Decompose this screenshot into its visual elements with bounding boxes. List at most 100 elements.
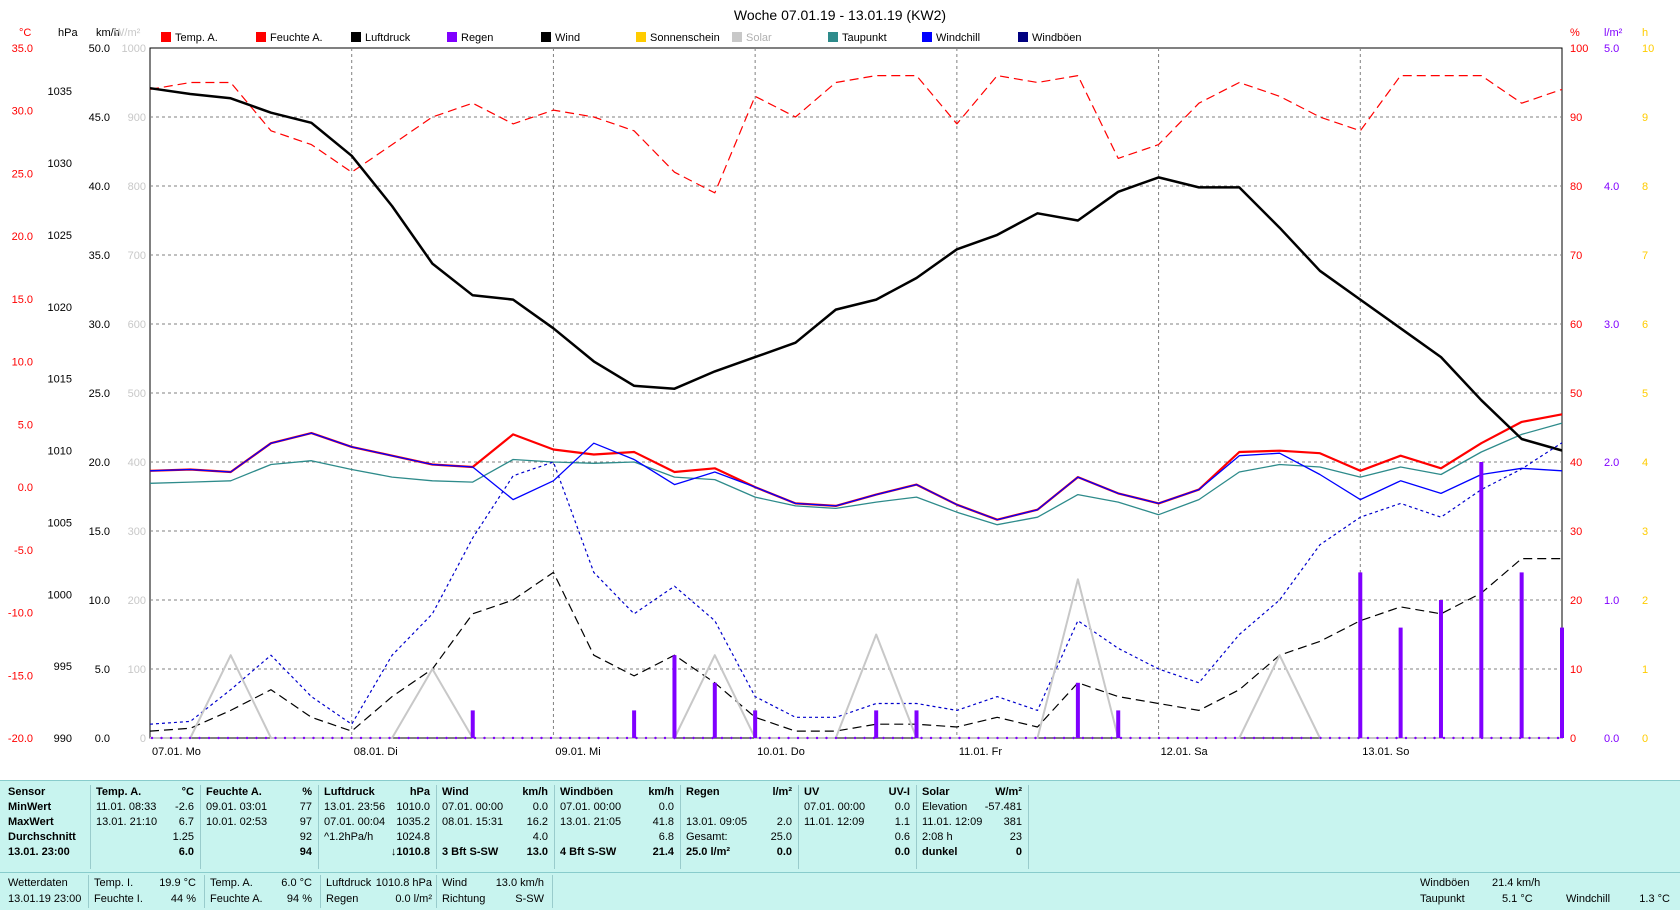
stats-cell-label: 09.01. 03:01 <box>206 801 268 813</box>
rain-bar <box>1358 572 1363 738</box>
axis-tick-wind: 45.0 <box>89 112 110 124</box>
axis-tick-rain: 4.0 <box>1604 181 1619 193</box>
stats-cell-value: 0.0 <box>532 801 548 813</box>
stats-cell-value: 6.7 <box>178 816 194 828</box>
rain-baseline-dot <box>1328 736 1332 740</box>
status-feuchte-i-label: Feuchte I. <box>94 893 143 905</box>
rain-baseline-dot <box>1376 736 1379 740</box>
rain-baseline-dot <box>1243 736 1246 740</box>
rain-baseline-dot <box>768 736 771 740</box>
rain-baseline-dot <box>1224 736 1227 740</box>
stats-cell-value: 1024.8 <box>396 831 430 843</box>
stats-col-uv: UV UV-I 07.01. 00:00 0.0 11.01. 12:09 1.1 0.6 0… <box>800 785 917 869</box>
legend-item: Sonnenschein <box>650 32 720 44</box>
stats-cell-value: 0 <box>1015 846 1022 858</box>
legend-swatch <box>161 32 171 42</box>
rain-baseline-dot <box>207 736 211 740</box>
stats-cell-value: 0.0 <box>894 846 910 858</box>
status-datetime: 13.01.19 23:00 <box>8 893 82 905</box>
status-feuchte-a-value: 94 % <box>286 893 312 905</box>
series-line-solar <box>150 578 1562 739</box>
stats-unit-luftdruck: hPa <box>409 786 430 798</box>
status-richtung-label: Richtung <box>442 893 486 905</box>
axis-tick-pressure: 1020 <box>48 302 72 314</box>
stats-row: Elevation -57.481 <box>918 800 1028 815</box>
rain-baseline-dot <box>853 736 857 740</box>
axis-tick-temp: 5.0 <box>18 419 33 431</box>
rain-baseline-dot <box>1442 736 1446 740</box>
rain-baseline-dot <box>863 736 866 740</box>
stats-header-temp: Temp. A. <box>96 786 142 798</box>
axis-unit-temp: °C <box>19 27 31 39</box>
stats-cell-value: 0.0 <box>658 801 674 813</box>
legend-item: Luftdruck <box>365 32 411 44</box>
stats-row: Sensor <box>4 785 90 800</box>
x-tick-label: 10.01. Do <box>757 746 805 758</box>
stats-col-wind: Wind km/h 07.01. 00:00 0.0 08.01. 15:31 16.2 4… <box>438 785 555 869</box>
legend-swatch <box>732 32 742 42</box>
stats-col-temp: Temp. A. °C 11.01. 08:33 -2.6 13.01. 21:10 6.… <box>92 785 201 869</box>
stats-cell-label: 13.01. 09:05 <box>686 816 748 828</box>
legend-swatch <box>256 32 266 42</box>
rain-baseline-dot <box>730 736 733 740</box>
rain-baseline-dot <box>540 736 543 740</box>
stats-cell-label: 3 Bft S-SW <box>442 846 499 858</box>
stats-cell-label: 10.01. 02:53 <box>206 816 268 828</box>
rain-baseline-dot <box>1176 736 1180 740</box>
stats-header-regen: Regen <box>686 786 720 798</box>
rain-baseline-dot <box>1357 736 1360 740</box>
rain-baseline-dot <box>844 736 847 740</box>
rain-baseline-dot <box>958 736 961 740</box>
stats-row: Solar W/m² <box>918 785 1028 800</box>
axis-tick-temp: 20.0 <box>12 231 33 243</box>
stats-cell-value: 23 <box>1009 831 1022 843</box>
right-axes: %1009080706050403020100l/m²5.04.03.02.01… <box>1570 27 1654 745</box>
legend-swatch <box>636 32 646 42</box>
rain-baseline-dot <box>720 736 724 740</box>
status-wind-value: 13.0 km/h <box>495 877 544 889</box>
rain-baseline-dot <box>1490 736 1493 740</box>
rain-baseline-dot <box>1556 736 1560 740</box>
rain-baseline-dot <box>1452 736 1455 740</box>
rain-baseline-dot <box>882 736 885 740</box>
stats-row: 09.01. 03:01 77 <box>202 800 318 815</box>
status-luftdruck-value: 1010.8 hPa <box>375 877 432 889</box>
axis-tick-humidity: 30 <box>1570 526 1582 538</box>
rain-baseline-dot <box>1262 736 1265 740</box>
stats-row: 11.01. 08:33 -2.6 <box>92 800 200 815</box>
stats-col-luftdruck: Luftdruck hPa 13.01. 23:56 1010.0 07.01. 00:… <box>320 785 437 869</box>
stats-cell-value: ↓1010.8 <box>390 846 430 858</box>
status-bar: Wetterdaten 13.01.19 23:00 Temp. I. 19.9 … <box>0 872 1680 910</box>
series-line-taupunkt <box>149 422 1563 526</box>
stats-cell-label: 13.01. 21:10 <box>96 816 158 828</box>
rain-baseline-dot <box>939 736 942 740</box>
stats-row: 13.01. 23:00 <box>4 845 90 860</box>
rain-baseline-dot <box>1528 736 1531 740</box>
rain-baseline-dot <box>226 736 230 740</box>
stats-cell-value: 2.0 <box>776 816 792 828</box>
rain-baseline-dot <box>435 736 439 740</box>
x-tick-label: 12.01. Sa <box>1161 746 1209 758</box>
rain-baseline-dot <box>416 736 420 740</box>
rain-baseline-dot <box>1281 736 1284 740</box>
stats-cell-label: 11.01. 12:09 <box>922 816 983 828</box>
rain-baseline-dot <box>1290 736 1294 740</box>
stats-cell-value: 0.6 <box>894 831 910 843</box>
rain-baseline-dot <box>340 736 344 740</box>
stats-row: 0.6 <box>800 830 916 845</box>
legend-item: Feuchte A. <box>270 32 323 44</box>
axis-tick-solar: 600 <box>128 319 146 331</box>
stats-row: 07.01. 00:00 0.0 <box>556 800 680 815</box>
rain-baseline-dot <box>758 736 762 740</box>
axis-unit-solar: W/m² <box>114 27 141 39</box>
axis-unit-sun: h <box>1642 27 1648 39</box>
rain-baseline-dot <box>701 736 705 740</box>
rain-bar <box>1519 572 1524 738</box>
rain-baseline-dot <box>1148 736 1151 740</box>
rain-baseline-dot <box>473 736 477 740</box>
rain-baseline-dot <box>1043 736 1047 740</box>
rain-baseline-dot <box>1186 736 1189 740</box>
stats-cell-value: 4.0 <box>532 831 548 843</box>
stats-row: dunkel 0 <box>918 845 1028 860</box>
axis-tick-solar: 900 <box>128 112 146 124</box>
